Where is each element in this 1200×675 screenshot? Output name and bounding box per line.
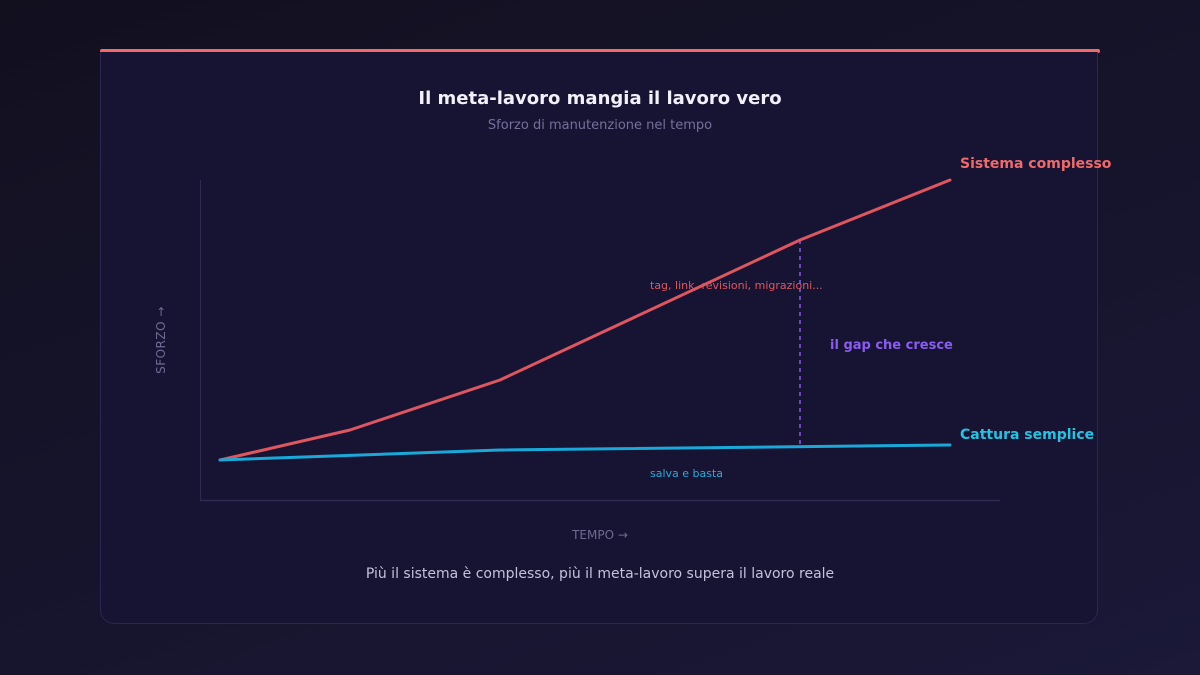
gap-label: il gap che cresce: [830, 338, 953, 353]
series-complex-note: tag, link, revisioni, migrazioni...: [650, 279, 823, 292]
y-axis-label: SFORZO →: [154, 306, 168, 374]
series-complex-line: [218, 178, 952, 462]
chart-card: [100, 52, 1098, 624]
series-complex-label: Sistema complesso: [960, 156, 1112, 172]
series-simple-note: salva e basta: [650, 467, 724, 480]
series-simple-label: Cattura semplice: [960, 427, 1095, 443]
x-axis-label: TEMPO →: [572, 528, 628, 542]
series-simple-line: [218, 443, 952, 462]
chart-caption: Più il sistema è complesso, più il meta-…: [365, 566, 835, 582]
chart-title: Il meta-lavoro mangia il lavoro vero: [418, 88, 782, 109]
chart-subtitle: Sforzo di manutenzione nel tempo: [487, 118, 713, 133]
accent-top-bar: [100, 49, 1100, 53]
